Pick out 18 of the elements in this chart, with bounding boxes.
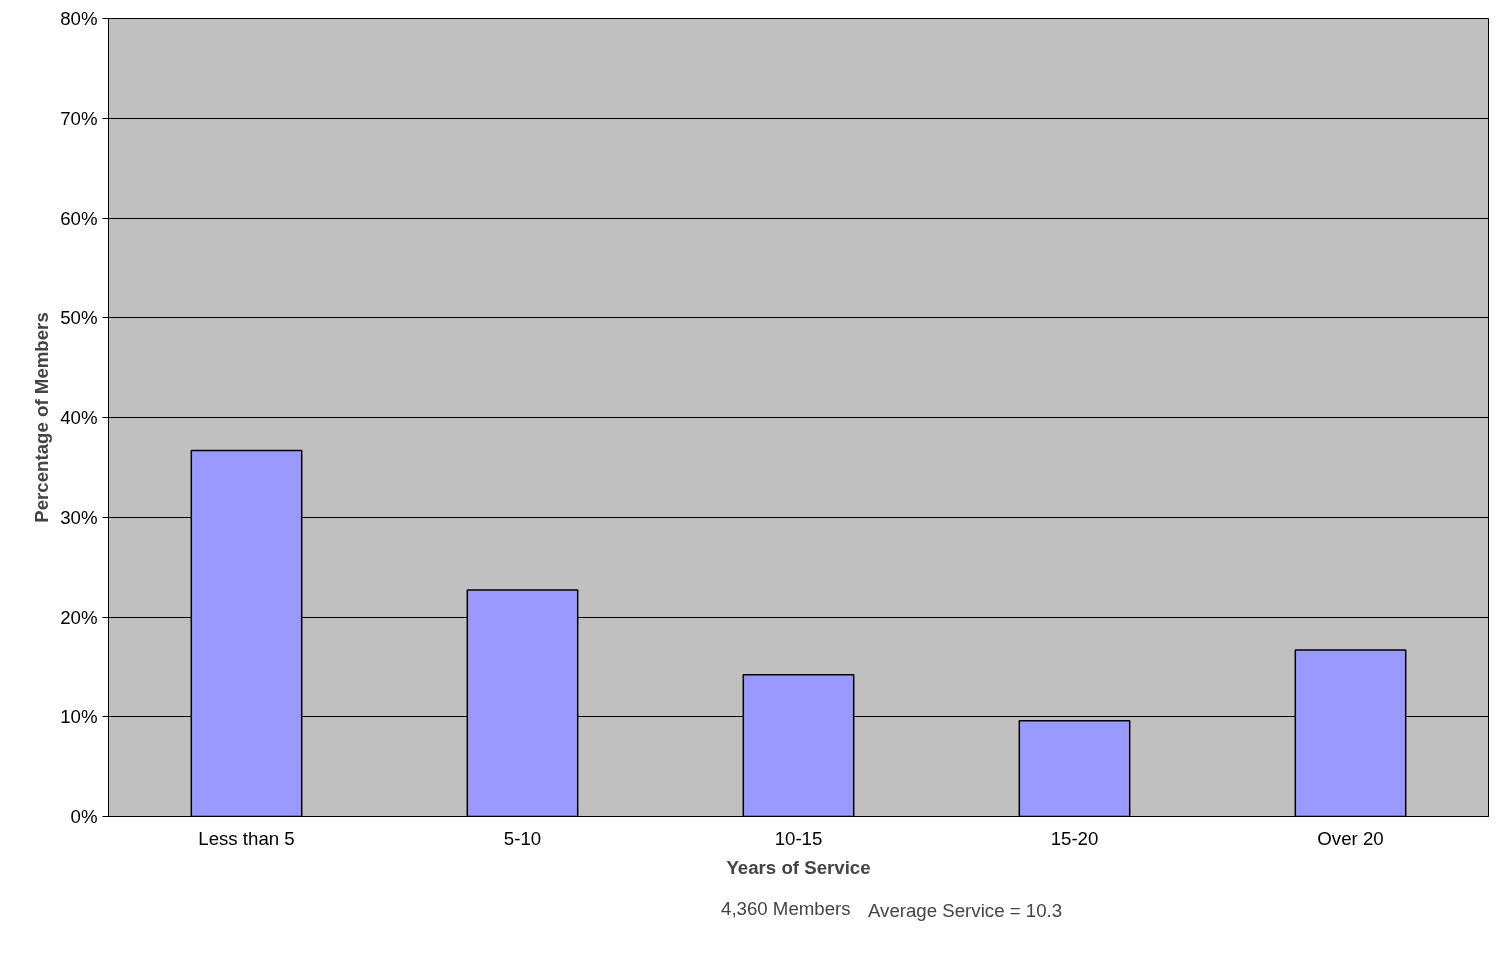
y-tick-label: 30%	[60, 506, 98, 528]
x-axis-title: Years of Service	[726, 856, 871, 878]
text: 4,360 Members	[721, 898, 851, 920]
x-tick-label: Over 20	[1317, 827, 1384, 849]
x-tick-label: 15-20	[1050, 827, 1099, 849]
y-tick-label: 70%	[60, 107, 98, 129]
x-tick-label: 10-15	[774, 827, 823, 849]
y-axis-title: Percentage of Members	[31, 312, 53, 523]
y-tick-label: 60%	[60, 207, 98, 229]
y-tick-label: 50%	[60, 307, 98, 329]
y-tick-label: 20%	[60, 606, 98, 628]
x-tick-label: Less than 5	[198, 827, 295, 849]
x-tick-label: 5-10	[503, 827, 542, 849]
text: Average Service = 10.3	[867, 900, 1063, 921]
y-tick-label: 10%	[60, 706, 98, 728]
y-tick-label: 80%	[60, 8, 98, 29]
y-tick-label: 40%	[60, 407, 98, 428]
y-tick-label: 0%	[70, 806, 98, 827]
